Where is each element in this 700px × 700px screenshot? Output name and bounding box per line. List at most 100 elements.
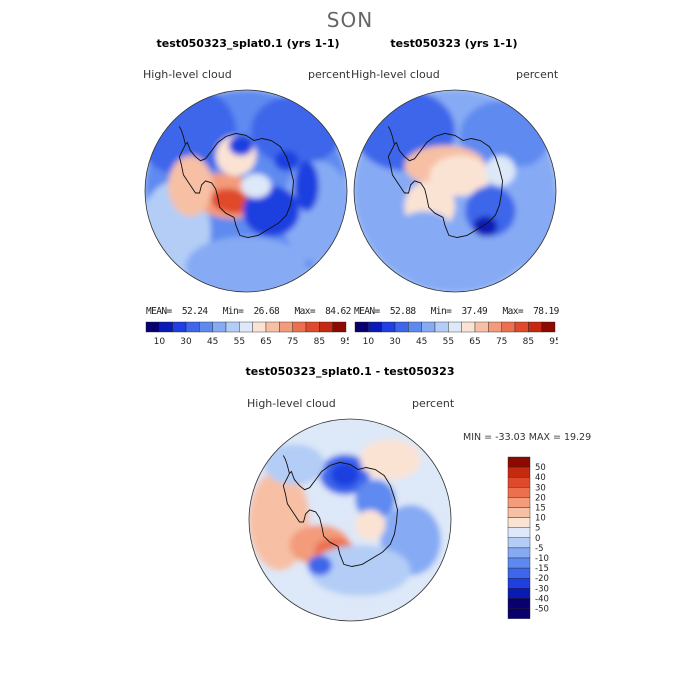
diff-map-field-region	[330, 462, 360, 487]
panel1-colorbar-swatch	[265, 321, 280, 333]
diff-colorbar-tick-label: -40	[535, 594, 549, 604]
panel2-colorbar-swatch	[514, 321, 529, 333]
diff-colorbar-swatch	[507, 537, 531, 549]
diff-colorbar-tick-label: 20	[535, 493, 546, 503]
panel1-map-coastline	[178, 132, 294, 238]
panel1-map-boundary	[144, 89, 348, 293]
panel2-colorbar-swatch	[448, 321, 462, 333]
panel1-colorbar-tick-label: 30	[180, 337, 192, 347]
panel2-map-field-region	[394, 231, 516, 292]
diff-colorbar-tick-label: 50	[535, 463, 546, 473]
panel1-map-field-region	[294, 160, 319, 212]
panel1-map-field-region	[210, 188, 251, 214]
diff-map-field-region	[264, 444, 325, 485]
panel2-map	[353, 89, 557, 293]
diff-colorbar-swatch	[507, 466, 531, 478]
panel2-colorbar-swatch	[501, 321, 516, 333]
panel1-map	[144, 89, 348, 293]
diff-colorbar-tick-label: 0	[535, 534, 540, 544]
diff-map-field-region	[309, 545, 411, 596]
diff-colorbar-swatch	[507, 547, 531, 559]
panel1-colorbar-swatch	[225, 321, 240, 333]
panel2-colorbar-tick-label: 30	[389, 337, 401, 347]
panel2-colorbar: 10 30 45 55 65 75 85 95	[354, 321, 558, 347]
season-title: SON	[326, 8, 374, 32]
panel2-title: test050323 (yrs 1-1)	[390, 37, 518, 50]
panel2-map-field-region	[399, 211, 450, 242]
panel2-units-label: percent	[516, 68, 559, 81]
diff-colorbar-swatch	[507, 588, 531, 599]
panel1-map-field-region	[228, 135, 254, 156]
panel2-colorbar-swatch	[408, 321, 422, 333]
diff-colorbar-swatch	[507, 507, 531, 518]
panel1-colorbar-tick-label: 75	[287, 337, 298, 347]
panel1-colorbar-swatch	[199, 321, 213, 333]
panel1-map-field-region	[240, 173, 272, 199]
panel2-map-boundary	[353, 89, 557, 293]
panel2-colorbar-swatch	[354, 321, 369, 333]
panel1-stats: MEAN= 52.24 Min= 26.68 Max= 84.62	[146, 306, 351, 317]
panel1-colorbar-swatch	[145, 321, 160, 333]
panel1-variable-label: High-level cloud	[143, 68, 232, 81]
panel1-colorbar-tick-label: 65	[260, 337, 271, 347]
diff-map-peninsula	[282, 455, 290, 474]
panel2-colorbar-tick-label: 65	[469, 337, 480, 347]
diff-map-coastline	[282, 461, 398, 567]
diff-colorbar-tick-label: -30	[535, 584, 549, 594]
panel1-colorbar-tick-label: 45	[207, 337, 218, 347]
panel2-map-peninsula	[387, 126, 395, 145]
panel1-colorbar-tick-label: 10	[154, 337, 166, 347]
panel2-colorbar-swatch	[474, 321, 489, 333]
panel2-colorbar-swatch	[434, 321, 449, 333]
panel2-colorbar-swatch	[421, 321, 436, 333]
diff-colorbar-tick-label: 5	[535, 524, 540, 534]
diff-colorbar-swatch	[507, 557, 531, 569]
panel1-colorbar-tick-label: 95	[340, 337, 349, 347]
panel2-colorbar-tick-label: 75	[496, 337, 507, 347]
diff-map-field-region	[360, 439, 421, 480]
diff-colorbar-tick-label: 30	[535, 483, 546, 493]
panel2-map-coastline	[387, 132, 503, 238]
panel1-colorbar-swatch	[172, 321, 187, 333]
diff-minmax: MIN = -33.03 MAX = 19.29	[463, 432, 592, 443]
panel1-colorbar-swatch	[159, 321, 173, 333]
diff-map-field-region	[355, 509, 386, 541]
panel2-colorbar-swatch	[394, 321, 409, 333]
diff-colorbar-swatch	[507, 456, 531, 468]
panel1-colorbar-swatch	[185, 321, 200, 333]
panel2-colorbar-swatch	[488, 321, 502, 333]
panel1-colorbar-tick-label: 85	[314, 337, 325, 347]
diff-colorbar-swatch	[507, 527, 531, 538]
panel1-colorbar-swatch	[292, 321, 307, 333]
panel1-colorbar: 10 30 45 55 65 75 85 95	[145, 321, 349, 347]
diff-colorbar-tick-label: -5	[535, 544, 543, 554]
panel1-map-peninsula	[178, 126, 186, 145]
diff-colorbar-swatch	[507, 487, 531, 498]
diff-colorbar-swatch	[507, 567, 531, 579]
panel2-colorbar-swatch	[528, 321, 542, 333]
panel2-colorbar-swatch	[461, 321, 476, 333]
diff-colorbar-swatch	[507, 477, 531, 488]
diff-title: test050323_splat0.1 - test050323	[245, 365, 455, 378]
diff-map-field-region	[307, 555, 332, 576]
diff-colorbar-swatch	[507, 577, 531, 589]
panel2-map-field-region	[473, 216, 498, 237]
diff-colorbar-tick-label: -20	[535, 574, 549, 584]
diff-colorbar-swatch	[507, 608, 531, 619]
diff-colorbar-swatch	[507, 598, 531, 609]
diff-colorbar-swatch	[507, 497, 531, 508]
panel1-map-field-region	[185, 236, 307, 292]
panel2-stats: MEAN= 52.88 Min= 37.49 Max= 78.19	[354, 306, 559, 317]
diff-colorbar-tick-label: 15	[535, 504, 546, 514]
panel2-colorbar-tick-label: 55	[443, 337, 454, 347]
diff-map-field-region	[355, 479, 396, 520]
panel1-units-label: percent	[308, 68, 351, 81]
panel1-colorbar-swatch	[252, 321, 267, 333]
panel1-map-field-region	[274, 150, 299, 171]
diff-units-label: percent	[412, 397, 455, 410]
diff-colorbar-tick-label: -50	[535, 605, 549, 615]
panel2-colorbar-tick-label: 95	[549, 337, 558, 347]
panel2-colorbar-swatch	[541, 321, 556, 333]
diff-map	[248, 418, 452, 622]
panel1-title: test050323_splat0.1 (yrs 1-1)	[156, 37, 340, 50]
